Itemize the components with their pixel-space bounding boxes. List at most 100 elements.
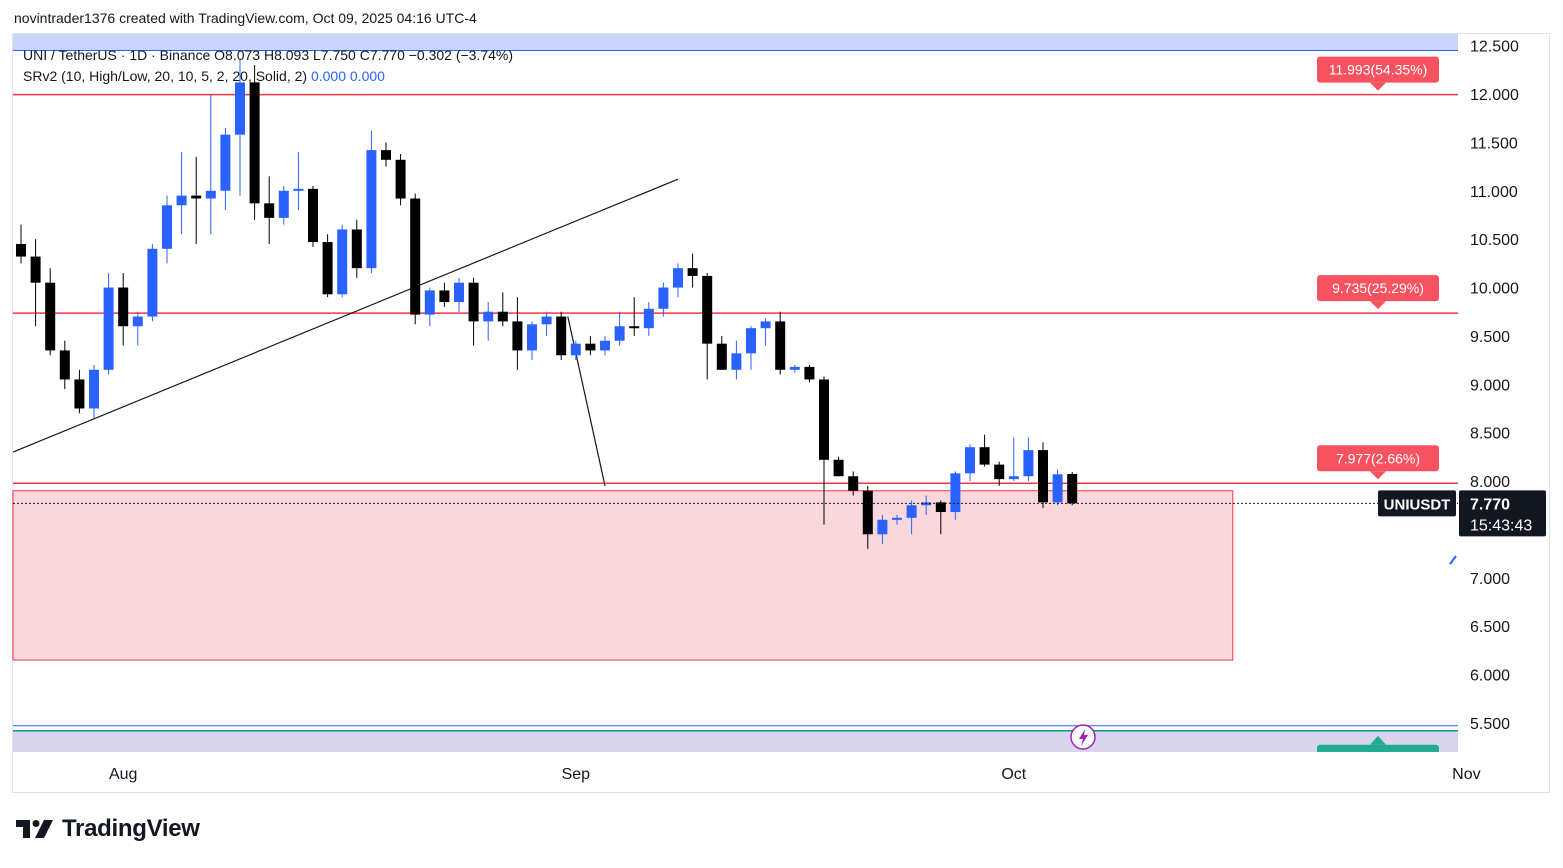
candle <box>74 369 85 414</box>
candle <box>892 514 902 525</box>
level-label-pointer <box>1370 735 1386 745</box>
candle-body <box>556 316 567 356</box>
candle-body <box>848 476 859 491</box>
candle-body <box>965 447 975 474</box>
candle <box>804 364 815 383</box>
candle <box>366 130 377 274</box>
candle <box>308 185 318 247</box>
candle-body <box>643 308 654 329</box>
candle <box>731 340 742 380</box>
candle-body <box>468 282 479 322</box>
candle-body <box>132 316 143 327</box>
candle <box>512 297 523 370</box>
candle <box>497 292 508 327</box>
candle <box>819 376 829 525</box>
candle <box>410 193 421 325</box>
candle-body <box>819 379 829 460</box>
candle <box>59 340 70 390</box>
candle <box>935 500 946 535</box>
candle <box>162 195 172 264</box>
candle <box>1023 437 1034 482</box>
candle-body <box>746 328 756 354</box>
lightning-icon <box>1070 724 1096 750</box>
candle <box>1067 472 1078 506</box>
symbol-tag-text: UNIUSDT <box>1384 496 1451 513</box>
candle-body <box>395 159 406 199</box>
indicator-value-1: 0.000 <box>310 68 346 84</box>
candle-body <box>322 242 333 295</box>
chart-legend: UNI / TetherUS · 1D · Binance O8.073 H8.… <box>23 45 513 87</box>
candle <box>89 364 99 419</box>
candle <box>673 263 683 298</box>
candle-body <box>950 473 961 513</box>
tradingview-logo[interactable]: TradingView <box>16 815 200 843</box>
y-tick-label: 11.500 <box>1470 135 1518 152</box>
candle-body <box>264 203 275 218</box>
y-tick-label: 9.000 <box>1470 377 1510 394</box>
candle <box>629 297 640 336</box>
candle <box>1008 437 1019 482</box>
tradingview-logo-icon <box>16 820 53 838</box>
last-price-text: 7.770 <box>1470 496 1510 513</box>
indicator-legend[interactable]: SRv2 (10, High/Low, 20, 10, 5, 2, 20, So… <box>23 66 513 87</box>
symbol-legend[interactable]: UNI / TetherUS · 1D · Binance O8.073 H8.… <box>23 47 514 63</box>
level-label-pointer <box>1370 471 1386 480</box>
candle <box>643 302 654 336</box>
candle-body <box>1052 474 1063 503</box>
candle-body <box>1008 476 1019 480</box>
candle-body <box>220 134 231 191</box>
level-label-text: 7.977(2.66%) <box>1336 450 1420 466</box>
candle <box>1052 469 1063 506</box>
candle <box>483 302 494 341</box>
candle-body <box>877 519 888 535</box>
candle <box>950 471 961 520</box>
candle-body <box>658 287 669 309</box>
level-label-box <box>1317 56 1439 83</box>
candle-body <box>862 490 873 535</box>
candle <box>395 153 406 206</box>
chart-frame[interactable] <box>12 33 1550 793</box>
tradingview-wordmark: TradingView <box>62 815 200 842</box>
y-tick-label: 12.500 <box>1470 39 1519 56</box>
candle-body <box>424 290 435 315</box>
candle-body <box>804 366 815 380</box>
candle-body <box>775 321 786 370</box>
candle <box>775 311 786 375</box>
candle <box>1038 442 1048 509</box>
candle-body <box>176 195 187 206</box>
candle <box>45 268 56 356</box>
candle-body <box>16 243 26 257</box>
y-tick-label: 9.500 <box>1470 329 1510 346</box>
trendline <box>12 178 679 453</box>
candle-body <box>1023 450 1034 477</box>
candle-body <box>994 464 1005 480</box>
candle-body <box>935 502 946 513</box>
candle-body <box>789 366 800 370</box>
resistance-level-label: 9.735(25.29%) <box>1317 275 1439 310</box>
indicator-value-2: 0.000 <box>349 68 385 84</box>
resistance-level-label: 11.993(54.35%) <box>1317 56 1439 91</box>
y-tick-label: 11.000 <box>1470 184 1518 201</box>
candle <box>351 219 362 278</box>
candle-body <box>892 517 902 520</box>
candle-body <box>118 287 129 327</box>
candle <box>994 461 1005 486</box>
candle <box>760 318 771 346</box>
candle <box>322 234 333 298</box>
candle <box>147 243 158 322</box>
candle <box>381 142 391 167</box>
candle <box>556 311 567 361</box>
candle <box>424 287 435 327</box>
candle-body <box>366 150 377 269</box>
y-tick-label: 6.500 <box>1470 619 1510 636</box>
candle-body <box>687 268 698 276</box>
candle <box>103 273 114 375</box>
candle <box>600 335 610 356</box>
candle-body <box>629 326 640 329</box>
candle-body <box>541 316 552 325</box>
candle-body <box>673 268 683 288</box>
candle-body <box>585 343 596 351</box>
last-price-tag-box <box>1459 490 1546 537</box>
last-price-tag: 7.770 15:43:43 <box>1459 490 1546 537</box>
